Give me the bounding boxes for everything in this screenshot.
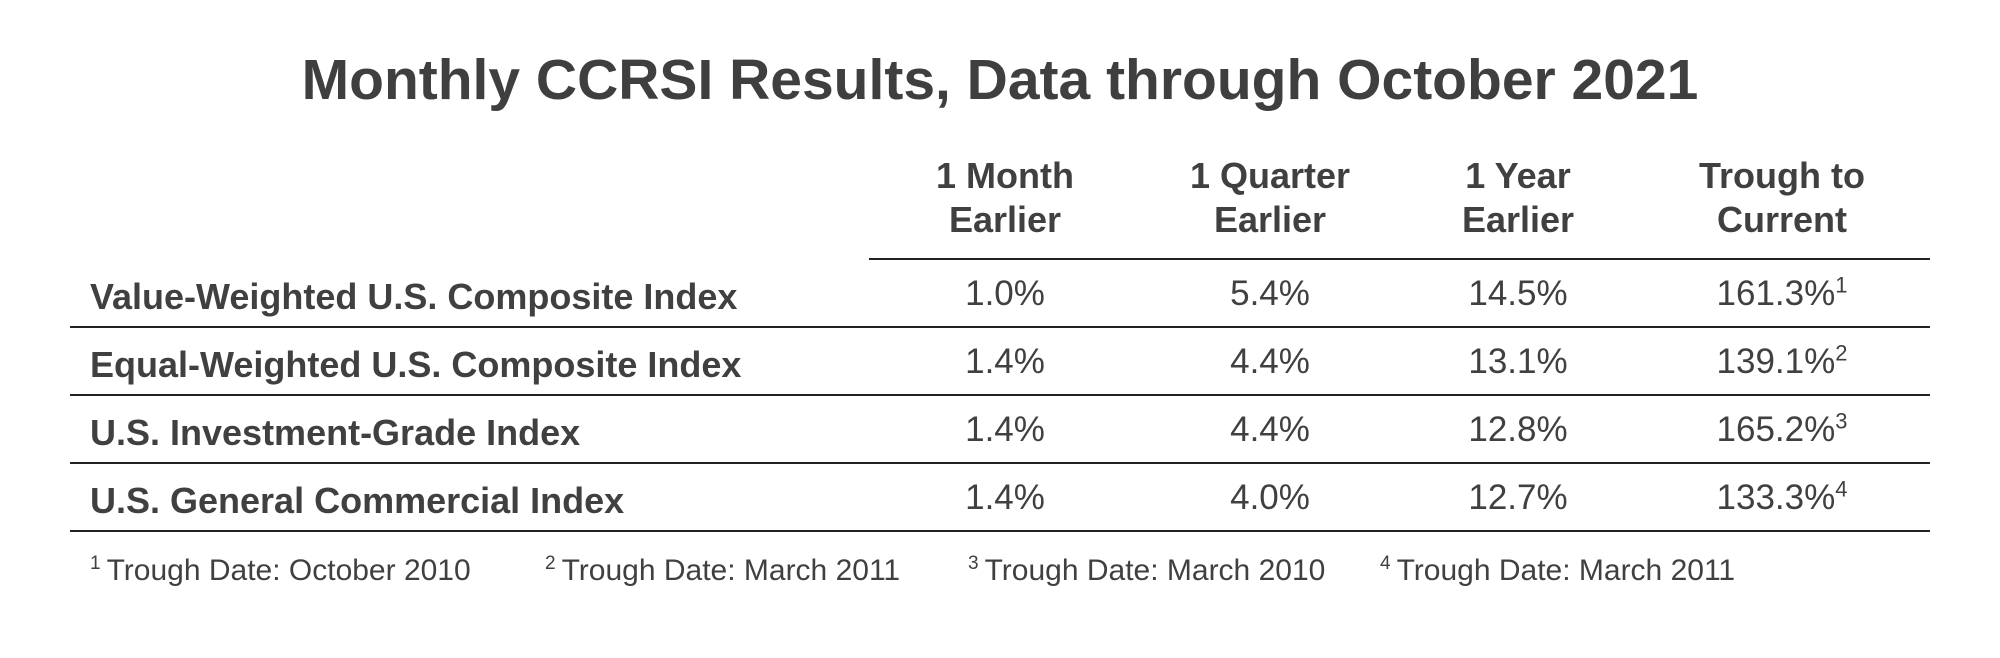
footnote: 4 Trough Date: March 2011 (1380, 554, 1735, 588)
column-header-line: 1 Month (936, 155, 1074, 196)
column-header-line: Earlier (1461, 199, 1575, 240)
row-label: U.S. Investment-Grade Index (90, 412, 581, 453)
cell-trough-to-current: 161.3%1 (1652, 274, 1912, 314)
cell-1-month: 1.4% (965, 478, 1045, 517)
footnote-number: 1 (90, 553, 101, 574)
footnote-number: 3 (968, 553, 979, 574)
column-header-line: Current (1716, 199, 1847, 240)
column-header-line: 1 Quarter (1189, 155, 1351, 196)
footnote-text: Trough Date: March 2011 (1396, 554, 1736, 587)
cell-1-month: 1.4% (965, 410, 1045, 449)
trough-value: 161.3% (1716, 274, 1836, 313)
cell-1-quarter: 5.4% (1230, 274, 1310, 313)
footnote-number: 2 (545, 553, 556, 574)
column-header-1-year: 1 Year Earlier (1388, 154, 1648, 242)
trough-value: 165.2% (1716, 410, 1836, 449)
column-header-line: Earlier (1213, 199, 1327, 240)
row-label: Equal-Weighted U.S. Composite Index (90, 344, 742, 385)
cell-1-year: 13.1% (1468, 342, 1568, 381)
cell-trough-to-current: 133.3%4 (1652, 478, 1912, 518)
footnote-marker: 4 (1835, 476, 1848, 502)
trough-value: 133.3% (1716, 478, 1836, 517)
cell-1-year: 14.5% (1468, 274, 1568, 313)
row-label: Value-Weighted U.S. Composite Index (90, 276, 738, 317)
cell-1-quarter: 4.4% (1230, 410, 1310, 449)
table-row: U.S. General Commercial Index 1.4% 4.0% … (70, 464, 1930, 532)
footnote: 2 Trough Date: March 2011 (545, 554, 900, 588)
column-header-line: Trough to (1699, 155, 1865, 196)
column-header-trough-to-current: Trough to Current (1652, 154, 1912, 242)
cell-trough-to-current: 139.1%2 (1652, 342, 1912, 382)
page-title: Monthly CCRSI Results, Data through Octo… (301, 48, 1699, 112)
footnote-marker: 2 (1835, 340, 1848, 366)
cell-1-year: 12.8% (1468, 410, 1568, 449)
cell-1-year: 12.7% (1468, 478, 1568, 517)
column-header-line: Earlier (948, 199, 1062, 240)
column-header-line: 1 Year (1465, 155, 1571, 196)
footnote-text: Trough Date: October 2010 (106, 554, 471, 587)
cell-1-quarter: 4.4% (1230, 342, 1310, 381)
cell-1-quarter: 4.0% (1230, 478, 1310, 517)
table-row: U.S. Investment-Grade Index 1.4% 4.4% 12… (70, 396, 1930, 464)
table-row: Equal-Weighted U.S. Composite Index 1.4%… (70, 328, 1930, 396)
footnote-number: 4 (1380, 553, 1391, 574)
cell-1-month: 1.4% (965, 342, 1045, 381)
footnote: 3 Trough Date: March 2010 (968, 554, 1325, 588)
row-label: U.S. General Commercial Index (90, 480, 625, 521)
header-divider (869, 258, 1930, 260)
trough-value: 139.1% (1716, 342, 1836, 381)
footnote: 1 Trough Date: October 2010 (90, 554, 471, 588)
footnote-marker: 1 (1835, 272, 1848, 298)
footnote-text: Trough Date: March 2010 (984, 554, 1326, 587)
table-row: Value-Weighted U.S. Composite Index 1.0%… (70, 260, 1930, 328)
footnote-marker: 3 (1835, 408, 1848, 434)
results-table: 1 Month Earlier 1 Quarter Earlier 1 Year… (70, 150, 1930, 532)
column-header-1-month: 1 Month Earlier (875, 154, 1135, 242)
table-header: 1 Month Earlier 1 Quarter Earlier 1 Year… (70, 150, 1930, 260)
cell-trough-to-current: 165.2%3 (1652, 410, 1912, 450)
cell-1-month: 1.0% (965, 274, 1045, 313)
column-header-1-quarter: 1 Quarter Earlier (1140, 154, 1400, 242)
footnote-text: Trough Date: March 2011 (561, 554, 901, 587)
